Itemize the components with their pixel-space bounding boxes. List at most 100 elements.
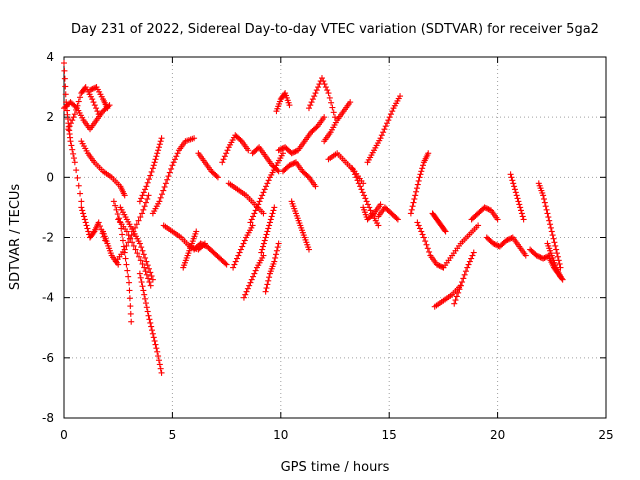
data-point — [439, 263, 446, 270]
data-point — [260, 189, 267, 196]
data-point — [321, 114, 328, 121]
data-point — [106, 102, 113, 109]
data-point — [330, 109, 337, 116]
data-point — [286, 102, 293, 109]
data-point — [377, 201, 384, 208]
data-point — [198, 241, 205, 248]
data-point — [80, 210, 87, 217]
data-point — [260, 240, 267, 247]
data-point — [518, 210, 525, 217]
data-point — [511, 186, 518, 193]
data-point — [223, 261, 230, 268]
data-point — [251, 270, 258, 277]
data-point — [157, 138, 164, 145]
data-point — [119, 231, 126, 238]
data-point — [495, 242, 502, 249]
data-point — [145, 312, 152, 319]
data-point — [519, 213, 526, 220]
data-point — [149, 165, 156, 172]
data-point — [153, 345, 160, 352]
y-axis-label: SDTVAR / TECUs — [8, 184, 23, 291]
data-point — [127, 235, 134, 242]
data-point — [124, 267, 131, 274]
data-point — [266, 222, 273, 229]
data-point — [468, 255, 475, 262]
data-point — [416, 174, 423, 181]
data-point — [328, 99, 335, 106]
data-point — [389, 108, 396, 115]
y-tick-label: -4 — [42, 291, 54, 305]
data-point — [329, 104, 336, 111]
data-point — [96, 223, 103, 230]
data-point — [290, 160, 297, 167]
data-point — [275, 147, 282, 154]
data-point — [61, 75, 68, 82]
data-point — [150, 334, 157, 341]
data-point — [418, 168, 425, 175]
data-point — [158, 191, 165, 198]
x-tick-labels: 0 5 10 15 20 25 — [60, 428, 613, 442]
data-point — [308, 99, 315, 106]
data-point — [153, 153, 160, 160]
data-point — [113, 206, 120, 213]
data-point — [451, 300, 458, 307]
data-point — [251, 210, 258, 217]
data-point — [142, 300, 149, 307]
series-arc-14 — [149, 135, 198, 217]
data-point — [140, 251, 147, 258]
data-point — [264, 281, 271, 288]
data-point — [75, 182, 82, 189]
data-point — [547, 224, 554, 231]
data-point — [420, 162, 427, 169]
data-point — [152, 341, 159, 348]
data-point — [78, 204, 85, 211]
data-point — [559, 276, 566, 283]
data-point — [84, 225, 91, 232]
data-point — [90, 99, 97, 106]
data-point — [515, 198, 522, 205]
data-point — [145, 192, 152, 199]
data-point — [540, 195, 547, 202]
data-point — [145, 265, 152, 272]
series-arc-42 — [440, 222, 482, 271]
data-point — [77, 190, 84, 197]
data-point — [147, 319, 154, 326]
data-point — [410, 199, 417, 206]
data-point — [142, 186, 149, 193]
series-arc-44 — [468, 204, 501, 223]
data-point — [137, 214, 144, 221]
series-arc-43 — [451, 249, 477, 307]
data-point — [136, 270, 143, 277]
data-point — [138, 279, 145, 286]
data-point — [132, 224, 139, 231]
series-arc-03 — [65, 84, 102, 133]
data-point — [320, 78, 327, 85]
data-point — [223, 150, 230, 157]
data-point — [516, 201, 523, 208]
data-point — [261, 186, 268, 193]
data-point — [415, 222, 422, 229]
data-point — [140, 287, 147, 294]
data-point — [258, 249, 265, 256]
data-point — [220, 156, 227, 163]
data-point — [157, 194, 164, 201]
data-point — [518, 207, 525, 214]
data-point — [409, 203, 416, 210]
data-point — [325, 90, 332, 97]
data-point — [67, 120, 74, 127]
data-point — [411, 195, 418, 202]
data-point — [144, 195, 151, 202]
data-point — [145, 176, 152, 183]
data-point — [545, 214, 552, 221]
data-point — [423, 241, 430, 248]
data-point — [200, 241, 207, 248]
data-point — [462, 268, 469, 275]
data-points — [61, 60, 566, 376]
data-point — [125, 273, 132, 280]
data-point — [119, 237, 126, 244]
data-point — [82, 219, 89, 226]
data-point — [224, 147, 231, 154]
y-tick-label: 2 — [46, 110, 54, 124]
data-point — [248, 216, 255, 223]
